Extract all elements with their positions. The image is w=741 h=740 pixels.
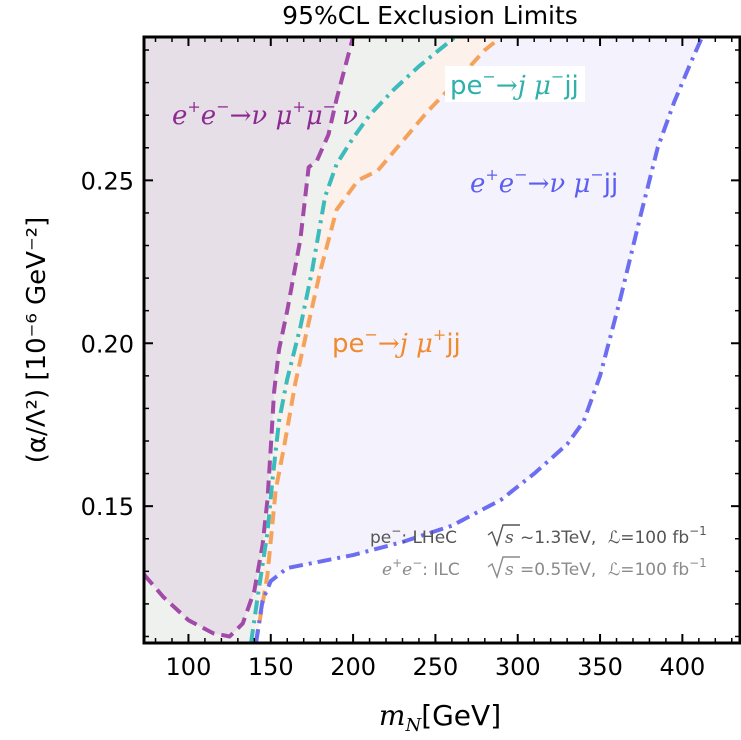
x-tick-label: 150 — [248, 653, 294, 681]
label-ee-nu-mumu-nu: e+e−→ν μ+μ− ν — [172, 97, 358, 131]
label-background — [445, 66, 585, 102]
axis-ticks — [144, 37, 740, 643]
x-axis-label: mN[GeV] — [379, 699, 501, 736]
label-pe-mu-plus: pe−→j μ+jj — [332, 325, 461, 359]
sqrt-icon — [487, 556, 520, 580]
ilc-info: e+e−: ILC s =0.5TeV, ℒ=100 fb−1 — [382, 556, 707, 580]
x-tick-label: 350 — [577, 653, 623, 681]
x-tick-label: 400 — [659, 653, 705, 681]
svg-text:s: s — [505, 560, 514, 580]
y-tick-label: 0.20 — [81, 330, 134, 358]
y-tick-labels: 0.15 0.20 0.25 — [81, 167, 134, 521]
series-line-2 — [249, 37, 457, 643]
series-line-1 — [144, 37, 356, 639]
label-pe-mu-minus: pe−→j μ−jj — [450, 67, 579, 101]
svg-text:=0.5TeV,: =0.5TeV, — [520, 560, 596, 580]
chart-title: 95%CL Exclusion Limits — [282, 1, 578, 30]
y-tick-label: 0.15 — [81, 493, 134, 521]
svg-text:pe−: LHeC: pe−: LHeC — [370, 524, 457, 548]
series-line-4 — [253, 37, 704, 643]
svg-text:ℒ=100 fb−1: ℒ=100 fb−1 — [608, 524, 707, 548]
svg-text:s: s — [505, 528, 514, 548]
x-tick-label: 250 — [413, 653, 459, 681]
y-axis-label: (α/Λ²) [10⁻⁶ GeV⁻²] — [22, 217, 52, 464]
region-fills — [144, 37, 703, 643]
x-tick-labels: 100 150 200 250 300 350 400 — [166, 653, 706, 681]
svg-text:e+e−: ILC: e+e−: ILC — [382, 556, 460, 580]
plot-frame — [142, 35, 741, 645]
label-ee-nu-mujj: e+e−→ν μ−jj — [470, 165, 618, 199]
y-tick-label: 0.25 — [81, 167, 134, 195]
x-tick-label: 200 — [330, 653, 376, 681]
svg-text:~1.3TeV,: ~1.3TeV, — [520, 528, 596, 548]
x-tick-label: 300 — [495, 653, 541, 681]
x-tick-label: 100 — [166, 653, 212, 681]
region-fill-1 — [144, 37, 354, 643]
sqrt-icon — [487, 524, 520, 548]
lhec-info: pe−: LHeC s ~1.3TeV, ℒ=100 fb−1 — [370, 524, 707, 548]
svg-text:ℒ=100 fb−1: ℒ=100 fb−1 — [608, 556, 707, 580]
